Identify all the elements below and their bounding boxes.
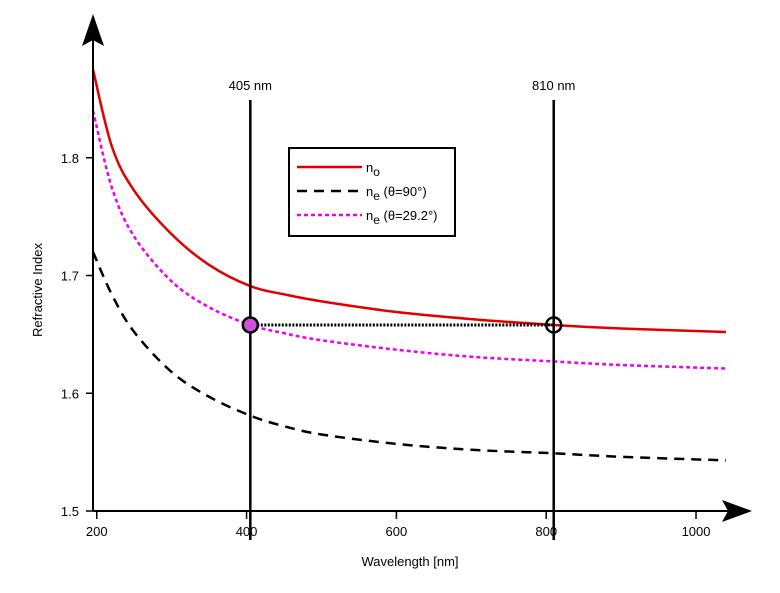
legend: no ne (θ=90°) ne (θ=29.2°) (288, 147, 456, 237)
y-axis-title: Refractive Index (30, 243, 45, 337)
vertical-marker-label-2: 810 nm (532, 78, 575, 93)
y-tick-label-3: 1.8 (61, 151, 79, 166)
y-tick-label-1: 1.6 (61, 386, 79, 401)
series-line-2 (91, 251, 727, 462)
x-tick-label-800: 800 (535, 524, 557, 539)
axes-group (82, 14, 752, 522)
series-line-1 (91, 69, 727, 334)
y-tick-label-2: 1.7 (61, 269, 79, 284)
x-tick-label-400: 400 (236, 524, 258, 539)
x-tick-label-1000: 1000 (682, 524, 711, 539)
legend-label-1: no (366, 160, 380, 179)
legend-label-2: ne (θ=90°) (366, 184, 427, 203)
y-axis-arrow (82, 14, 104, 46)
x-axis-arrow (722, 500, 752, 522)
phase-match-point-2 (544, 316, 563, 334)
phase-match-point-1 (241, 316, 260, 334)
phase-match-points-group (241, 316, 563, 334)
legend-label-3: ne (θ=29.2°) (366, 208, 438, 227)
curves-group (91, 69, 727, 462)
x-tick-label-200: 200 (86, 524, 108, 539)
vertical-marker-label-1: 405 nm (229, 78, 272, 93)
y-tick-label-0: 1.5 (61, 504, 79, 519)
x-tick-label-600: 600 (386, 524, 408, 539)
x-axis-title: Wavelength [nm] (361, 554, 458, 569)
series-line-3 (91, 110, 727, 370)
ticks-group: 200 400 600 800 1000 1.5 1.6 1.7 1.8 (61, 151, 711, 539)
